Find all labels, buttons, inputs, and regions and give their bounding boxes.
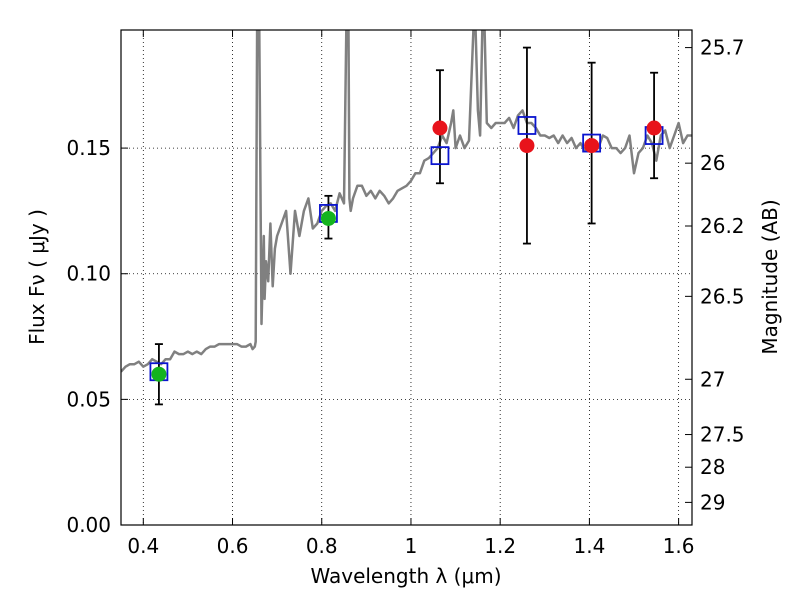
y2-tick-label: 26 (700, 151, 725, 175)
model-photometry-square (430, 146, 450, 166)
x-tick-label: 0.8 (306, 534, 338, 558)
axis-ticks (121, 30, 692, 526)
x-tick-label: 1 (405, 534, 418, 558)
observed-point (646, 120, 662, 136)
observed-point (432, 120, 448, 136)
x-tick-label: 1.2 (484, 534, 516, 558)
model-photometry-square (517, 116, 537, 135)
y2-tick-label: 27.5 (700, 423, 745, 447)
plot-frame (120, 29, 693, 526)
x-tick-label: 0.4 (127, 534, 159, 558)
gridlines (121, 30, 692, 526)
y-tick-label: 0.00 (66, 513, 111, 537)
tick-labels: 0.4 0.6 0.8 1 1.2 1.4 1.6 0.00 0.05 0.10 0.15 25.7 2… (66, 36, 744, 558)
y2-tick-label: 29 (700, 490, 725, 514)
y2-tick-label: 27 (700, 367, 725, 391)
y-tick-label: 0.05 (66, 387, 111, 411)
y2-tick-label: 25.7 (700, 36, 745, 60)
x-tick-label: 0.6 (217, 534, 249, 558)
observed-points-layer (151, 120, 662, 382)
y-axis-title: Flux Fν ( μJy ) (25, 209, 49, 345)
x-tick-label: 1.4 (573, 534, 605, 558)
y2-axis-title: Magnitude (AB) (758, 199, 782, 354)
observed-point (584, 138, 600, 154)
observed-point (519, 138, 535, 154)
y2-tick-label: 26.2 (700, 214, 745, 238)
y2-tick-label: 26.5 (700, 284, 745, 308)
observed-point (151, 366, 167, 382)
y2-tick-label: 28 (700, 455, 725, 479)
x-tick-label: 1.6 (663, 534, 695, 558)
y-tick-label: 0.15 (66, 136, 111, 160)
observed-point (320, 210, 336, 226)
y-tick-label: 0.10 (66, 262, 111, 286)
x-axis-title: Wavelength λ (μm) (310, 564, 501, 588)
